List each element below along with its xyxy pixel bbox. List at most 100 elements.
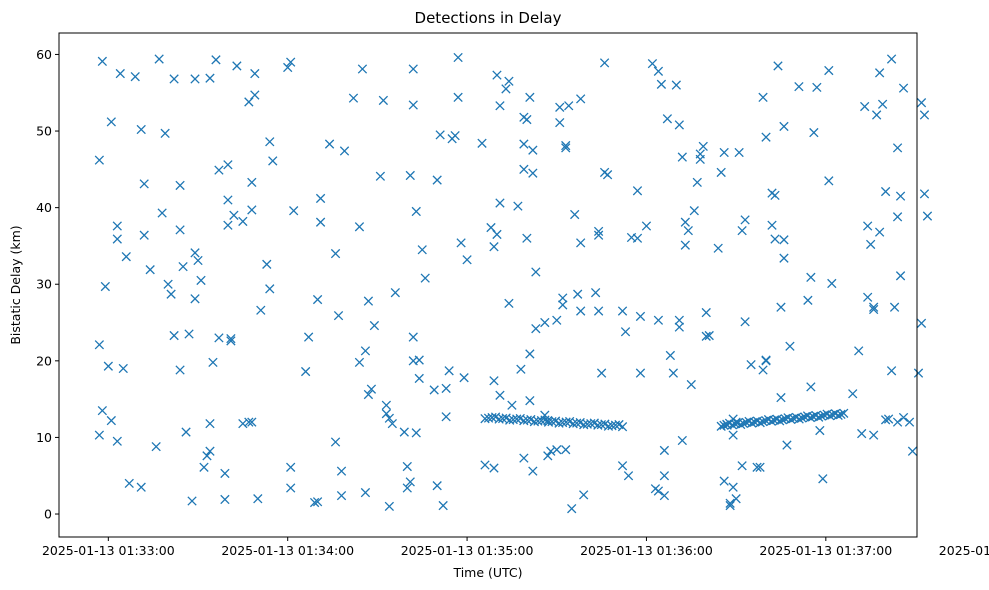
data-point [289, 206, 299, 216]
data-point [211, 55, 221, 65]
data-point [825, 411, 835, 421]
data-point [599, 58, 610, 68]
data-point [97, 56, 108, 67]
data-point [94, 340, 105, 350]
data-point [330, 248, 341, 259]
data-point [378, 95, 389, 106]
data-point [653, 66, 664, 76]
data-point [417, 245, 427, 255]
data-point [889, 302, 900, 312]
data-point [758, 92, 768, 102]
data-point [728, 430, 738, 440]
data-point [522, 233, 532, 243]
data-point [438, 500, 448, 511]
data-point [770, 190, 780, 201]
data-point [124, 478, 134, 489]
data-point [456, 238, 466, 248]
data-point [632, 233, 643, 243]
data-point [163, 279, 173, 289]
y-tick-label: 30 [36, 277, 52, 292]
data-point [199, 462, 209, 472]
x-axis-label: Time (UTC) [452, 565, 522, 580]
data-point [736, 419, 746, 430]
data-point [647, 58, 658, 69]
data-point [659, 471, 670, 481]
data-point [223, 195, 233, 205]
data-point [429, 385, 439, 395]
data-point [223, 220, 233, 230]
data-point [596, 368, 607, 378]
data-point [390, 288, 400, 298]
data-point [809, 127, 819, 138]
y-tick-label: 0 [44, 507, 52, 522]
data-point [839, 408, 849, 418]
data-point [576, 306, 586, 316]
data-point [166, 289, 176, 299]
data-point [528, 466, 538, 476]
data-point [662, 114, 673, 124]
data-point [480, 460, 490, 470]
data-point [916, 98, 927, 108]
data-point [740, 215, 750, 225]
data-point [731, 494, 741, 504]
data-point [880, 415, 891, 425]
data-point [540, 317, 550, 328]
data-point [747, 418, 757, 428]
data-point [775, 416, 785, 426]
y-tick-label: 50 [36, 124, 52, 139]
data-point [815, 425, 825, 436]
data-point [175, 180, 185, 191]
data-point [336, 466, 347, 476]
data-point [205, 73, 215, 83]
data-point [898, 412, 909, 423]
data-point [265, 137, 275, 147]
data-point [916, 318, 927, 328]
data-point [139, 179, 149, 189]
data-point [805, 412, 815, 423]
data-point [459, 373, 469, 383]
data-point [507, 400, 517, 410]
data-point [719, 420, 729, 430]
data-point [516, 364, 526, 374]
data-point [238, 418, 248, 429]
data-point [384, 413, 395, 423]
data-point [552, 445, 562, 455]
x-tick-label: 2025-01-13 01:34:00 [221, 543, 354, 558]
data-point [348, 93, 359, 103]
data-point [357, 64, 368, 74]
data-point [752, 462, 762, 472]
data-point [913, 368, 924, 378]
data-point [103, 361, 113, 371]
data-point [363, 296, 374, 306]
data-point [570, 209, 580, 220]
data-point [121, 252, 131, 262]
data-point [262, 259, 272, 269]
data-point [680, 217, 690, 227]
data-point [366, 384, 377, 394]
data-point [546, 446, 556, 456]
data-point [886, 54, 897, 64]
data-point [432, 481, 442, 491]
data-point [586, 418, 596, 429]
data-point [399, 427, 409, 437]
data-point [576, 238, 586, 248]
data-point [758, 365, 768, 375]
data-point [330, 437, 341, 447]
data-point [312, 294, 323, 305]
data-point [635, 311, 646, 322]
data-point [223, 160, 233, 170]
data-point [827, 278, 837, 289]
data-point [312, 497, 323, 507]
data-point [668, 368, 679, 378]
data-point [866, 239, 876, 250]
data-point [160, 128, 170, 138]
data-point [773, 61, 783, 71]
data-point [686, 379, 696, 390]
data-point [220, 468, 230, 479]
data-point [677, 435, 687, 446]
data-point [256, 305, 266, 315]
data-point [525, 349, 535, 359]
data-point [268, 156, 278, 166]
data-point [462, 255, 472, 265]
data-point [728, 482, 738, 492]
